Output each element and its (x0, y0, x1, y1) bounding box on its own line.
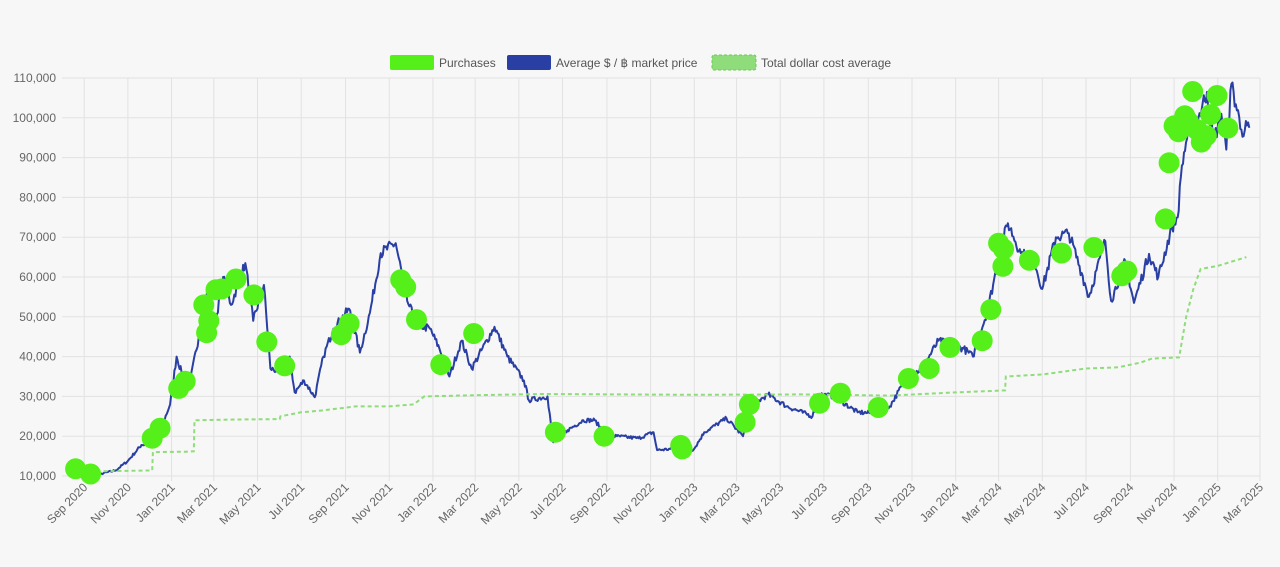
dca-line (75, 256, 1247, 473)
legend-label-purchases: Purchases (439, 56, 496, 70)
purchase-point[interactable] (256, 331, 278, 353)
legend-item-price[interactable]: Average $ / ฿ market price (507, 55, 698, 70)
purchase-point[interactable] (918, 358, 940, 379)
purchase-point[interactable] (463, 323, 485, 344)
purchase-point[interactable] (734, 411, 756, 433)
purchase-point[interactable] (1116, 260, 1138, 282)
purchase-point[interactable] (593, 425, 615, 447)
purchase-point[interactable] (1155, 208, 1176, 230)
y-tick-label: 50,000 (19, 310, 56, 324)
purchase-point[interactable] (544, 421, 566, 443)
y-tick-label: 90,000 (19, 151, 56, 165)
purchase-point[interactable] (243, 284, 265, 306)
y-tick-label: 20,000 (19, 429, 56, 443)
y-tick-label: 40,000 (19, 350, 56, 364)
purchase-point[interactable] (430, 354, 452, 376)
purchase-point[interactable] (80, 463, 102, 485)
y-tick-label: 80,000 (19, 190, 56, 204)
purchase-point[interactable] (149, 417, 171, 439)
y-tick-label: 70,000 (19, 230, 56, 244)
y-axis: 10,000 20,000 30,000 40,000 50,000 60,000 70,0… (13, 71, 57, 483)
legend-label-price: Average $ / ฿ market price (556, 56, 698, 70)
purchase-point[interactable] (198, 310, 220, 332)
purchase-point[interactable] (867, 397, 889, 418)
purchase-point[interactable] (1083, 237, 1105, 258)
y-tick-label: 100,000 (13, 111, 57, 125)
purchase-point[interactable] (1182, 81, 1204, 102)
purchase-point[interactable] (897, 368, 919, 389)
purchase-point[interactable] (274, 355, 296, 377)
purchase-point[interactable] (395, 276, 417, 298)
y-tick-label: 10,000 (19, 469, 56, 483)
legend: Purchases Average $ / ฿ market price Tot… (390, 54, 891, 71)
dca-swatch (711, 54, 757, 71)
legend-item-purchases[interactable]: Purchases (390, 55, 496, 70)
purchase-point[interactable] (1158, 152, 1180, 174)
purchase-point[interactable] (193, 294, 215, 316)
purchase-point[interactable] (1018, 249, 1040, 271)
purchase-point[interactable] (671, 438, 693, 460)
purchase-point[interactable] (939, 336, 961, 358)
legend-item-dca[interactable]: Total dollar cost average (711, 54, 891, 71)
price-swatch (507, 55, 551, 70)
purchase-point[interactable] (971, 330, 993, 352)
purchase-point[interactable] (993, 238, 1015, 260)
purchase-point[interactable] (1200, 104, 1222, 126)
y-tick-label: 30,000 (19, 389, 56, 403)
purchases-swatch (390, 55, 434, 70)
purchase-point[interactable] (1051, 242, 1073, 264)
purchase-point[interactable] (809, 392, 831, 414)
purchase-point[interactable] (406, 309, 427, 331)
purchase-point[interactable] (738, 393, 760, 415)
purchase-point[interactable] (174, 370, 196, 392)
price-line (74, 81, 1251, 476)
purchase-point[interactable] (338, 313, 360, 335)
purchase-point[interactable] (829, 382, 851, 404)
plot-area (74, 81, 1251, 476)
purchase-point[interactable] (980, 299, 1002, 321)
grid (62, 77, 1261, 481)
purchase-point[interactable] (992, 255, 1014, 277)
purchase-point[interactable] (1195, 125, 1217, 147)
y-tick-label: 60,000 (19, 270, 56, 284)
purchase-point[interactable] (225, 268, 247, 290)
purchase-point[interactable] (1217, 117, 1239, 139)
purchase-point[interactable] (1206, 85, 1228, 106)
legend-label-dca: Total dollar cost average (761, 56, 891, 70)
purchase-markers (65, 81, 1239, 485)
y-tick-label: 110,000 (14, 71, 57, 85)
